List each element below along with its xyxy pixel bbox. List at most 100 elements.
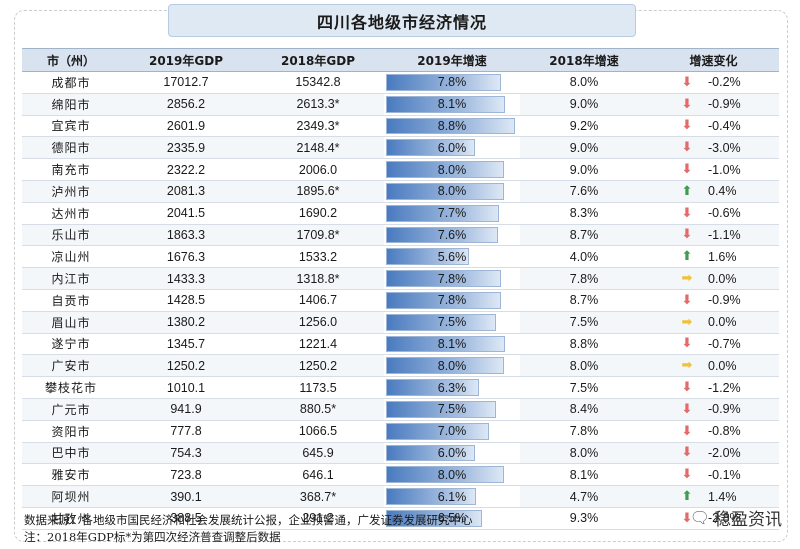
change-cell: ⬇ -0.7%	[648, 333, 779, 356]
arrow-right-icon: ➡	[681, 314, 693, 330]
change-value: 1.6%	[708, 249, 737, 264]
table-row: 乐山市 1863.3 1709.8* 7.6% 8.7% ⬇ -1.1%	[22, 224, 779, 247]
gdp2019-cell: 2335.9	[120, 136, 252, 160]
gdp2018-cell: 1709.8*	[252, 224, 384, 247]
growth2019-label: 6.5%	[437, 511, 467, 526]
table-row: 自贡市 1428.5 1406.7 7.8% 8.7% ⬇ -0.9%	[22, 289, 779, 312]
growth2018-cell: 8.0%	[520, 442, 648, 465]
header-gdp2018: 2018年GDP	[252, 48, 384, 72]
city-cell: 阿坝州	[22, 485, 120, 508]
city-cell: 资阳市	[22, 420, 120, 443]
growth2019-label: 8.8%	[437, 118, 467, 133]
growth2018-cell: 8.8%	[520, 333, 648, 356]
change-cell: ⬇ -3.0%	[648, 136, 779, 160]
arrow-down-icon: ⬇	[681, 74, 693, 90]
table-row: 雅安市 723.8 646.1 8.0% 8.1% ⬇ -0.1%	[22, 463, 779, 487]
arrow-down-icon: ⬇	[681, 140, 693, 156]
watermark-logo: 🗨 稳盈资讯	[690, 505, 782, 530]
change-cell: ⬇ -1.1%	[648, 224, 779, 247]
gdp2018-cell: 2613.3*	[252, 93, 384, 116]
growth2019-bar	[386, 313, 496, 331]
city-cell: 遂宁市	[22, 333, 120, 356]
header-change: 增速变化	[648, 48, 779, 72]
change-cell: ⬇ -0.9%	[648, 398, 779, 421]
arrow-right-icon: ➡	[681, 358, 693, 374]
table-row: 甘孜州 388.5 291.2 6.5% 9.3% ⬇ -2.8%	[22, 507, 779, 530]
table-row: 眉山市 1380.2 1256.0 7.5% 7.5% ➡ 0.0%	[22, 311, 779, 334]
change-value: -0.4%	[708, 118, 741, 133]
gdp2019-cell: 2601.9	[120, 115, 252, 138]
change-cell: ⬇ -0.9%	[648, 289, 779, 312]
gdp2018-cell: 1173.5	[252, 376, 384, 399]
city-cell: 雅安市	[22, 463, 120, 487]
city-cell: 攀枝花市	[22, 376, 120, 399]
table-row: 泸州市 2081.3 1895.6* 8.0% 7.6% ⬆ 0.4%	[22, 180, 779, 203]
growth2019-bar	[386, 248, 469, 266]
growth2019-label: 6.0%	[437, 140, 467, 155]
growth2019-cell: 6.0%	[384, 442, 520, 465]
change-value: -1.0%	[708, 162, 741, 177]
growth2019-label: 8.1%	[437, 336, 467, 351]
gdp2019-cell: 390.1	[120, 485, 252, 508]
gdp2019-cell: 388.5	[120, 507, 252, 530]
growth2019-cell: 8.1%	[384, 333, 520, 356]
table-title: 四川各地级市经济情况	[168, 4, 636, 37]
gdp2019-cell: 2081.3	[120, 180, 252, 203]
change-value: -0.1%	[708, 467, 741, 482]
growth2019-bar	[386, 488, 476, 505]
arrow-down-icon: ⬇	[681, 510, 693, 526]
change-cell: ⬆ 1.6%	[648, 245, 779, 269]
change-value: 0.0%	[708, 315, 737, 330]
gdp2019-cell: 1433.3	[120, 267, 252, 290]
growth2019-cell: 7.6%	[384, 224, 520, 247]
gdp2019-cell: 1380.2	[120, 311, 252, 334]
growth2019-label: 7.8%	[437, 75, 467, 90]
arrow-down-icon: ⬇	[681, 336, 693, 352]
change-cell: ⬇ -1.2%	[648, 376, 779, 399]
city-cell: 泸州市	[22, 180, 120, 203]
arrow-down-icon: ⬇	[681, 118, 693, 134]
change-cell: ⬇ -0.8%	[648, 420, 779, 443]
growth2019-cell: 7.5%	[384, 311, 520, 334]
gdp2018-cell: 1895.6*	[252, 180, 384, 203]
gdp2018-cell: 1533.2	[252, 245, 384, 269]
change-cell: ⬆ 0.4%	[648, 180, 779, 203]
growth2019-label: 8.0%	[437, 467, 467, 482]
gdp2018-cell: 1318.8*	[252, 267, 384, 290]
growth2019-cell: 6.1%	[384, 485, 520, 508]
growth2019-bar	[386, 379, 479, 396]
growth2018-cell: 8.4%	[520, 398, 648, 421]
change-value: 0.4%	[708, 184, 737, 199]
change-cell: ➡ 0.0%	[648, 354, 779, 378]
gdp2019-cell: 777.8	[120, 420, 252, 443]
arrow-down-icon: ⬇	[681, 401, 693, 417]
growth2019-cell: 7.7%	[384, 202, 520, 225]
change-value: -1.2%	[708, 380, 741, 395]
header-growth2019: 2019年增速	[384, 48, 520, 72]
growth2019-bar	[386, 509, 482, 527]
gdp2019-cell: 1428.5	[120, 289, 252, 312]
arrow-down-icon: ⬇	[681, 423, 693, 439]
growth2018-cell: 7.8%	[520, 267, 648, 290]
growth2019-cell: 7.8%	[384, 289, 520, 312]
city-cell: 达州市	[22, 202, 120, 225]
growth2019-label: 8.0%	[437, 358, 467, 373]
table-row: 达州市 2041.5 1690.2 7.7% 8.3% ⬇ -0.6%	[22, 202, 779, 225]
growth2019-bar	[386, 204, 499, 222]
arrow-down-icon: ⬇	[681, 205, 693, 221]
growth2019-label: 7.7%	[437, 206, 467, 221]
logo-text: 稳盈资讯	[714, 510, 782, 530]
growth2018-cell: 9.0%	[520, 136, 648, 160]
growth2019-bar	[386, 400, 496, 418]
gdp2019-cell: 2856.2	[120, 93, 252, 116]
change-value: -0.9%	[708, 97, 741, 112]
city-cell: 广安市	[22, 354, 120, 378]
growth2019-label: 8.0%	[437, 184, 467, 199]
growth2018-cell: 4.0%	[520, 245, 648, 269]
growth2018-cell: 8.3%	[520, 202, 648, 225]
growth2019-label: 7.5%	[437, 315, 467, 330]
growth2019-bar	[386, 161, 504, 178]
growth2019-bar	[386, 95, 505, 113]
gdp2019-cell: 1250.2	[120, 354, 252, 378]
arrow-down-icon: ⬇	[681, 467, 693, 483]
